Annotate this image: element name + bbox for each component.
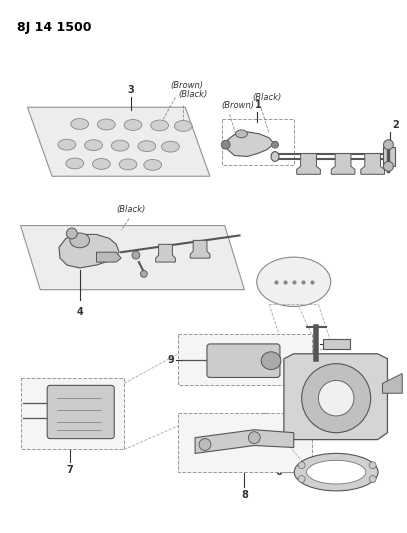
Polygon shape bbox=[190, 240, 210, 258]
Text: 1: 1 bbox=[255, 100, 262, 110]
Polygon shape bbox=[297, 154, 320, 174]
Ellipse shape bbox=[271, 151, 279, 161]
Polygon shape bbox=[195, 430, 294, 454]
Circle shape bbox=[302, 364, 371, 433]
Polygon shape bbox=[323, 339, 350, 349]
Ellipse shape bbox=[298, 462, 305, 469]
Ellipse shape bbox=[175, 120, 192, 131]
Polygon shape bbox=[96, 252, 121, 262]
Polygon shape bbox=[284, 354, 387, 440]
Ellipse shape bbox=[71, 118, 89, 130]
Text: (Black): (Black) bbox=[252, 93, 282, 102]
Bar bbox=[20, 378, 124, 449]
Text: 10: 10 bbox=[326, 339, 340, 349]
Ellipse shape bbox=[257, 257, 331, 306]
Ellipse shape bbox=[66, 228, 77, 239]
Ellipse shape bbox=[306, 461, 366, 484]
Ellipse shape bbox=[236, 130, 247, 138]
Ellipse shape bbox=[383, 140, 394, 150]
Ellipse shape bbox=[140, 270, 147, 277]
Ellipse shape bbox=[383, 161, 394, 171]
Polygon shape bbox=[228, 132, 274, 157]
Ellipse shape bbox=[138, 141, 155, 151]
Circle shape bbox=[318, 381, 354, 416]
Ellipse shape bbox=[92, 158, 110, 169]
Ellipse shape bbox=[369, 475, 376, 482]
FancyBboxPatch shape bbox=[207, 344, 280, 377]
Text: (Brown): (Brown) bbox=[222, 101, 255, 110]
Text: (Brown): (Brown) bbox=[171, 82, 204, 91]
Polygon shape bbox=[361, 154, 385, 174]
Text: 8: 8 bbox=[241, 490, 248, 500]
Ellipse shape bbox=[199, 439, 211, 450]
Text: 4: 4 bbox=[77, 308, 83, 318]
Ellipse shape bbox=[294, 454, 378, 491]
Text: 8J 14 1500: 8J 14 1500 bbox=[17, 21, 91, 35]
Text: (Black): (Black) bbox=[178, 90, 208, 99]
Ellipse shape bbox=[119, 159, 137, 170]
Polygon shape bbox=[383, 374, 402, 393]
Ellipse shape bbox=[66, 158, 84, 169]
Ellipse shape bbox=[221, 140, 230, 149]
Text: 9: 9 bbox=[168, 354, 175, 365]
Text: (Black): (Black) bbox=[116, 205, 145, 214]
Text: 5: 5 bbox=[260, 413, 267, 423]
Ellipse shape bbox=[261, 352, 281, 369]
Polygon shape bbox=[59, 235, 119, 268]
Ellipse shape bbox=[144, 159, 162, 171]
Ellipse shape bbox=[248, 432, 260, 443]
Ellipse shape bbox=[271, 141, 278, 148]
Ellipse shape bbox=[124, 119, 142, 131]
Ellipse shape bbox=[85, 140, 103, 151]
Bar bbox=[222, 119, 294, 165]
Text: 6: 6 bbox=[275, 467, 282, 477]
Ellipse shape bbox=[70, 233, 90, 248]
Ellipse shape bbox=[111, 140, 129, 151]
Ellipse shape bbox=[369, 462, 376, 469]
Ellipse shape bbox=[58, 139, 76, 150]
Bar bbox=[178, 413, 311, 472]
Bar bbox=[178, 334, 311, 385]
Polygon shape bbox=[27, 107, 210, 176]
Ellipse shape bbox=[132, 251, 140, 259]
Ellipse shape bbox=[97, 119, 115, 130]
Ellipse shape bbox=[162, 141, 179, 152]
Text: 3: 3 bbox=[128, 85, 134, 95]
Text: 7: 7 bbox=[66, 465, 73, 475]
Polygon shape bbox=[155, 244, 175, 262]
FancyBboxPatch shape bbox=[47, 385, 114, 439]
Ellipse shape bbox=[298, 475, 305, 482]
Ellipse shape bbox=[151, 120, 168, 131]
Polygon shape bbox=[331, 154, 355, 174]
Text: 2: 2 bbox=[392, 120, 399, 130]
Polygon shape bbox=[20, 225, 245, 289]
Polygon shape bbox=[383, 147, 395, 166]
